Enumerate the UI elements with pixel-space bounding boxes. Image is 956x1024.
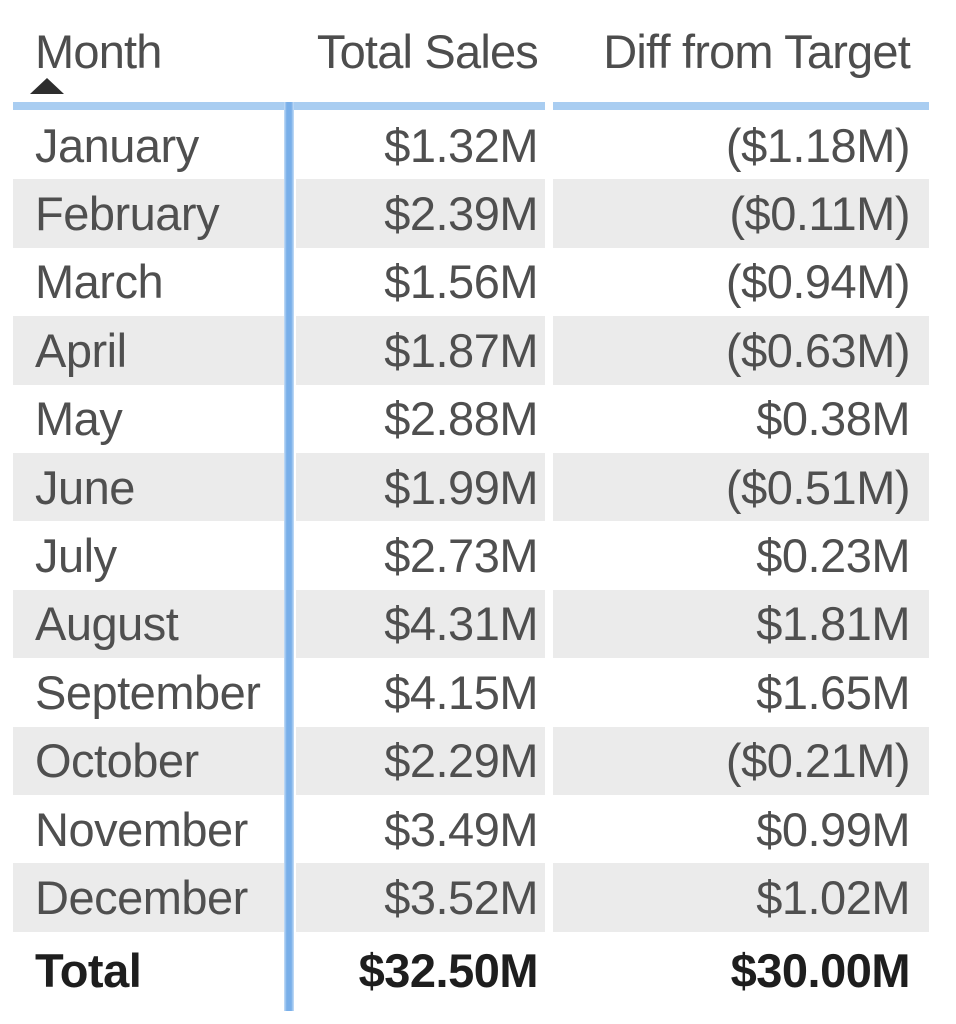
diff-from-target-cell: ($0.63M) [553,316,929,385]
sort-ascending-icon [30,78,64,94]
total-sales-cell: $2.29M [296,726,545,795]
table-row: November $3.49M $0.99M [0,795,956,863]
diff-from-target-cell: ($1.18M) [725,118,911,172]
column-header-diff-from-target[interactable]: Diff from Target [553,0,929,102]
total-sales-cell: $4.15M [384,665,538,719]
total-sales-cell: $1.32M [384,118,538,172]
month-cell: January [35,118,199,172]
total-sales-total-cell: $32.50M [296,931,545,1010]
table-header: Month Total Sales Diff from Target [0,0,956,102]
month-cell: October [13,726,284,795]
table-row: March $1.56M ($0.94M) [0,248,956,316]
diff-from-target-cell: $1.02M [553,863,929,932]
table-row: February $2.39M ($0.11M) [0,179,956,248]
table-row: April $1.87M ($0.63M) [0,316,956,385]
diff-from-target-cell: $0.38M [756,392,910,446]
table-row: December $3.52M $1.02M [0,863,956,932]
diff-from-target-cell: $1.81M [553,589,929,659]
column-header-month[interactable]: Month [13,0,284,102]
table-row: August $4.31M $1.81M [0,589,956,659]
total-sales-cell: $1.56M [384,255,538,309]
total-sales-cell: $2.88M [384,392,538,446]
table-row: September $4.15M $1.65M [0,658,956,726]
header-rule-left-segment [13,102,545,110]
table-row: October $2.29M ($0.21M) [0,726,956,795]
diff-from-target-cell: $1.65M [756,665,910,719]
month-cell: November [35,802,248,856]
column-header-total-sales-label: Total Sales [316,24,539,78]
table-body: January $1.32M ($1.18M) February $2.39M … [0,111,956,1010]
column-separator-line [284,102,294,1011]
total-sales-cell: $1.87M [296,316,545,385]
month-cell: July [35,529,117,583]
month-cell: September [35,665,261,719]
diff-from-target-cell: ($0.51M) [553,452,929,522]
month-cell: August [13,589,284,659]
table-row: January $1.32M ($1.18M) [0,111,956,179]
column-header-total-sales[interactable]: Total Sales [296,0,545,102]
diff-from-target-cell: ($0.21M) [553,726,929,795]
month-cell: February [13,179,284,248]
total-sales-cell: $4.31M [296,589,545,659]
table-row: May $2.88M $0.38M [0,385,956,453]
total-label-cell: Total [13,931,284,1010]
month-cell: June [13,452,284,522]
month-cell: December [13,863,284,932]
total-sales-cell: $2.39M [296,179,545,248]
column-header-month-label: Month [35,24,162,78]
table-row: July $2.73M $0.23M [0,521,956,589]
diff-from-target-total-cell: $30.00M [553,931,929,1010]
diff-from-target-cell: ($0.11M) [553,179,929,248]
month-cell: March [35,255,164,309]
diff-from-target-cell: $0.23M [756,529,910,583]
column-header-diff-from-target-label: Diff from Target [603,24,911,78]
table-total-row: Total $32.50M $30.00M [0,931,956,1010]
diff-from-target-cell: ($0.94M) [725,255,911,309]
total-sales-cell: $3.49M [384,802,538,856]
month-cell: April [13,316,284,385]
table-row: June $1.99M ($0.51M) [0,452,956,522]
total-sales-cell: $1.99M [296,452,545,522]
total-sales-cell: $2.73M [384,529,538,583]
header-rule-right-segment [553,102,929,110]
diff-from-target-cell: $0.99M [756,802,910,856]
month-cell: May [35,392,123,446]
total-sales-cell: $3.52M [296,863,545,932]
